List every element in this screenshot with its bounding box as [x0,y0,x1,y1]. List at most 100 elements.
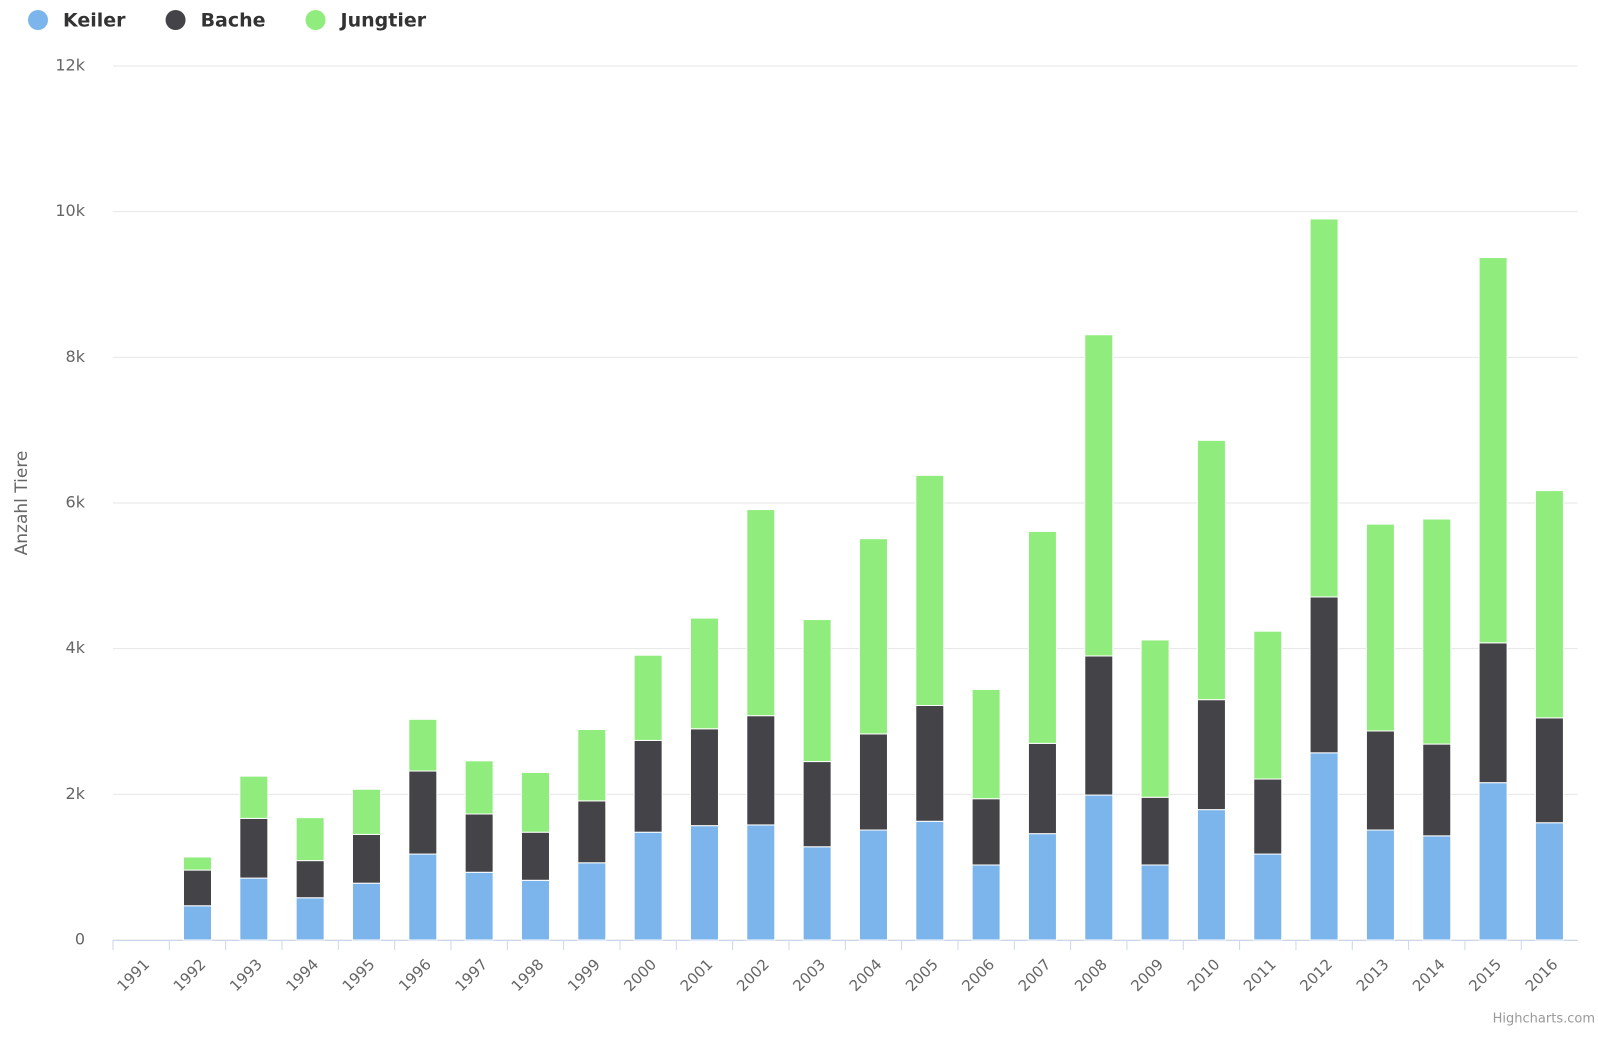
bar-segment [802,619,832,763]
x-tick-label: 1998 [508,955,548,995]
bar-segment [689,617,719,730]
bar-segment [1422,518,1452,745]
bar-segment [689,825,719,941]
x-tick-label: 2005 [902,955,942,995]
y-tick-label: 8k [66,347,86,366]
x-tick-label: 2012 [1296,955,1336,995]
bar-segment [1196,439,1226,701]
bar-segment [464,760,494,815]
bar-segment [1478,257,1508,644]
x-tick-label: 1994 [282,955,322,995]
bar-segment [464,871,494,941]
y-tick-label: 12k [55,56,85,75]
y-tick-label: 6k [66,493,86,512]
x-tick-label: 2006 [958,955,998,995]
x-tick-label: 2004 [846,955,886,995]
bar-segment [971,798,1001,866]
x-tick-label: 2001 [677,955,717,995]
y-tick-label: 0 [75,930,85,949]
bar-segment [971,688,1001,800]
x-tick-label: 1997 [451,955,491,995]
x-tick-label: 1991 [113,955,153,995]
bar-segment [858,733,888,831]
bar-segment [408,718,438,772]
bar-segment [746,715,776,826]
bar-segment [1365,523,1395,732]
x-tick-label: 1993 [226,955,266,995]
bar-segment [577,862,607,941]
bar-segment [351,833,381,884]
bar-segment [1027,742,1057,835]
legend-item[interactable]: Keiler [63,10,126,32]
y-tick-label: 10k [55,201,85,220]
x-tick-label: 1999 [564,955,604,995]
bar-segment [520,771,550,833]
bar-segment [520,831,550,881]
legend-symbol [305,10,326,30]
legend-item[interactable]: Jungtier [339,10,427,32]
x-tick-label: 1996 [395,955,435,995]
bar-segment [351,882,381,941]
x-tick-label: 2003 [789,955,829,995]
bar-segment [182,869,212,907]
bar-segment [1534,717,1564,824]
y-tick-label: 4k [66,638,86,657]
x-tick-label: 1995 [339,955,379,995]
bar-segment [1253,630,1283,780]
bar-segment [1534,822,1564,941]
bar-segment [239,817,269,879]
bar-segment [464,813,494,873]
bar-segment [577,729,607,802]
bar-segment [1084,655,1114,796]
bar-segment [1365,730,1395,831]
x-tick-label: 2009 [1127,955,1167,995]
bar-segment [915,704,945,822]
credit[interactable]: Highcharts.com [1493,1012,1595,1027]
bar-segment [915,474,945,706]
bar-segment [239,775,269,819]
bar-segment [633,739,663,833]
bar-segment [1478,782,1508,941]
bar-segment [1309,752,1339,941]
bar-segment [182,856,212,871]
bar-segment [295,860,325,899]
bar-segment [295,897,325,941]
bar-segment [746,509,776,717]
bar-segment [1534,490,1564,719]
y-tick-label: 2k [66,784,86,803]
legend-symbol [28,10,48,30]
bar-segment [1027,530,1057,744]
legend-item[interactable]: Bache [201,10,266,32]
x-tick-label: 2016 [1522,955,1562,995]
bar-segment [1140,864,1170,941]
bar-segment [182,905,212,941]
bar-segment [689,728,719,827]
bar-segment [1196,699,1226,811]
bar-segment [802,846,832,941]
bar-segment [633,654,663,741]
bar-segment [1309,596,1339,754]
bar-segment [1422,743,1452,837]
x-tick-label: 2007 [1015,955,1055,995]
x-tick-label: 2014 [1409,955,1449,995]
x-tick-label: 2011 [1240,955,1280,995]
bar-segment [1084,794,1114,941]
x-tick-label: 2013 [1353,955,1393,995]
legend-symbol [165,10,186,30]
bar-segment [746,824,776,941]
x-tick-label: 2015 [1465,955,1505,995]
bar-segment [577,800,607,864]
x-tick-label: 2008 [1071,955,1111,995]
bar-segment [633,831,663,941]
bar-segment [1140,796,1170,866]
bar-segment [239,877,269,941]
bar-segment [1253,853,1283,941]
x-tick-label: 2000 [620,955,660,995]
bar-segment [295,817,325,862]
bar-segment [408,770,438,855]
bar-segment [1478,642,1508,784]
bar-segment [971,864,1001,941]
bar-segment [520,879,550,941]
y-axis-title: Anzahl Tiere [12,451,32,556]
